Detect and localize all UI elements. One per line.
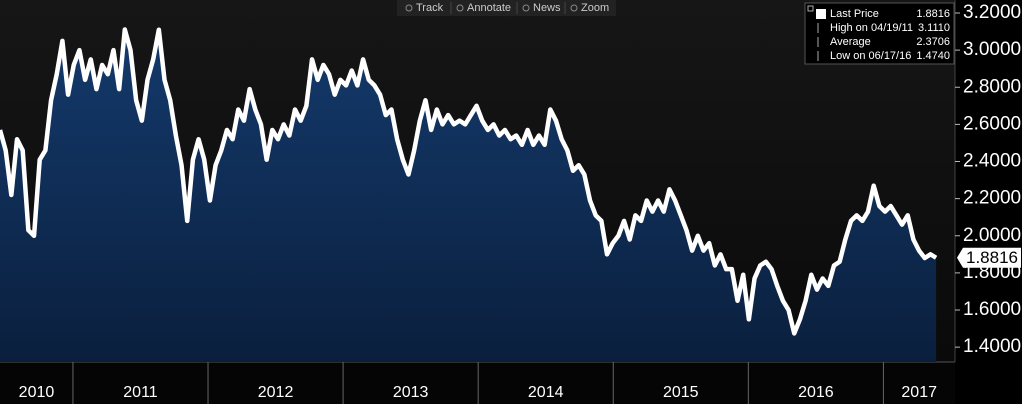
- y-tick-label: 1.4000: [963, 336, 1021, 357]
- toolbar-icon: [570, 4, 578, 12]
- legend-value: 1.4740: [916, 50, 950, 62]
- legend-value: 3.1110: [918, 22, 950, 34]
- legend-label: Average: [830, 36, 871, 48]
- y-tick-label: 3.0000: [963, 39, 1021, 60]
- area-fill: [0, 29, 937, 362]
- x-tick-label: 2011: [123, 384, 158, 401]
- y-tick-label: 1.6000: [963, 299, 1021, 320]
- y-tick-label: 2.8000: [963, 76, 1021, 97]
- toolbar-button[interactable]: Annotate: [467, 2, 511, 14]
- toolbar: Track Annotate News Zoom: [397, 0, 616, 16]
- x-tick-label: 2010: [19, 384, 55, 401]
- x-tick-label: 2016: [798, 384, 834, 401]
- toolbar-button[interactable]: News: [533, 2, 561, 14]
- y-tick-label: 2.4000: [963, 151, 1021, 172]
- y-tick-label: 2.6000: [963, 113, 1021, 134]
- legend-label: Last Price: [830, 8, 879, 20]
- x-tick-label: 2017: [901, 384, 937, 401]
- toolbar-icon: [456, 4, 464, 12]
- toolbar-icon: [405, 4, 413, 12]
- last-price-label: 1.8816: [966, 248, 1018, 267]
- x-tick-label: 2012: [258, 384, 294, 401]
- legend-box: [804, 2, 955, 65]
- toolbar-background: [397, 0, 616, 16]
- y-tick-label: 2.0000: [963, 225, 1021, 246]
- legend-mini-box: [807, 5, 814, 12]
- legend-swatch: [816, 9, 826, 19]
- last-price-tag: [957, 247, 1021, 268]
- y-tick-label: 2.2000: [963, 188, 1021, 209]
- x-tick-label: 2013: [393, 384, 429, 401]
- legend-value: 1.8816: [916, 8, 950, 20]
- toolbar-icon: [522, 4, 530, 12]
- x-tick-label: 2014: [528, 384, 564, 401]
- toolbar-button[interactable]: Track: [416, 2, 444, 14]
- legend-label: Low on 06/17/16: [830, 50, 911, 62]
- x-axis-band: [0, 362, 955, 404]
- legend-value: 2.3706: [916, 36, 950, 48]
- x-tick-label: 2015: [663, 384, 699, 401]
- toolbar-button[interactable]: Zoom: [581, 2, 609, 14]
- y-tick-label: 3.2000: [963, 2, 1021, 23]
- price-line: [0, 27, 938, 336]
- legend-label: High on 04/19/11: [830, 22, 913, 34]
